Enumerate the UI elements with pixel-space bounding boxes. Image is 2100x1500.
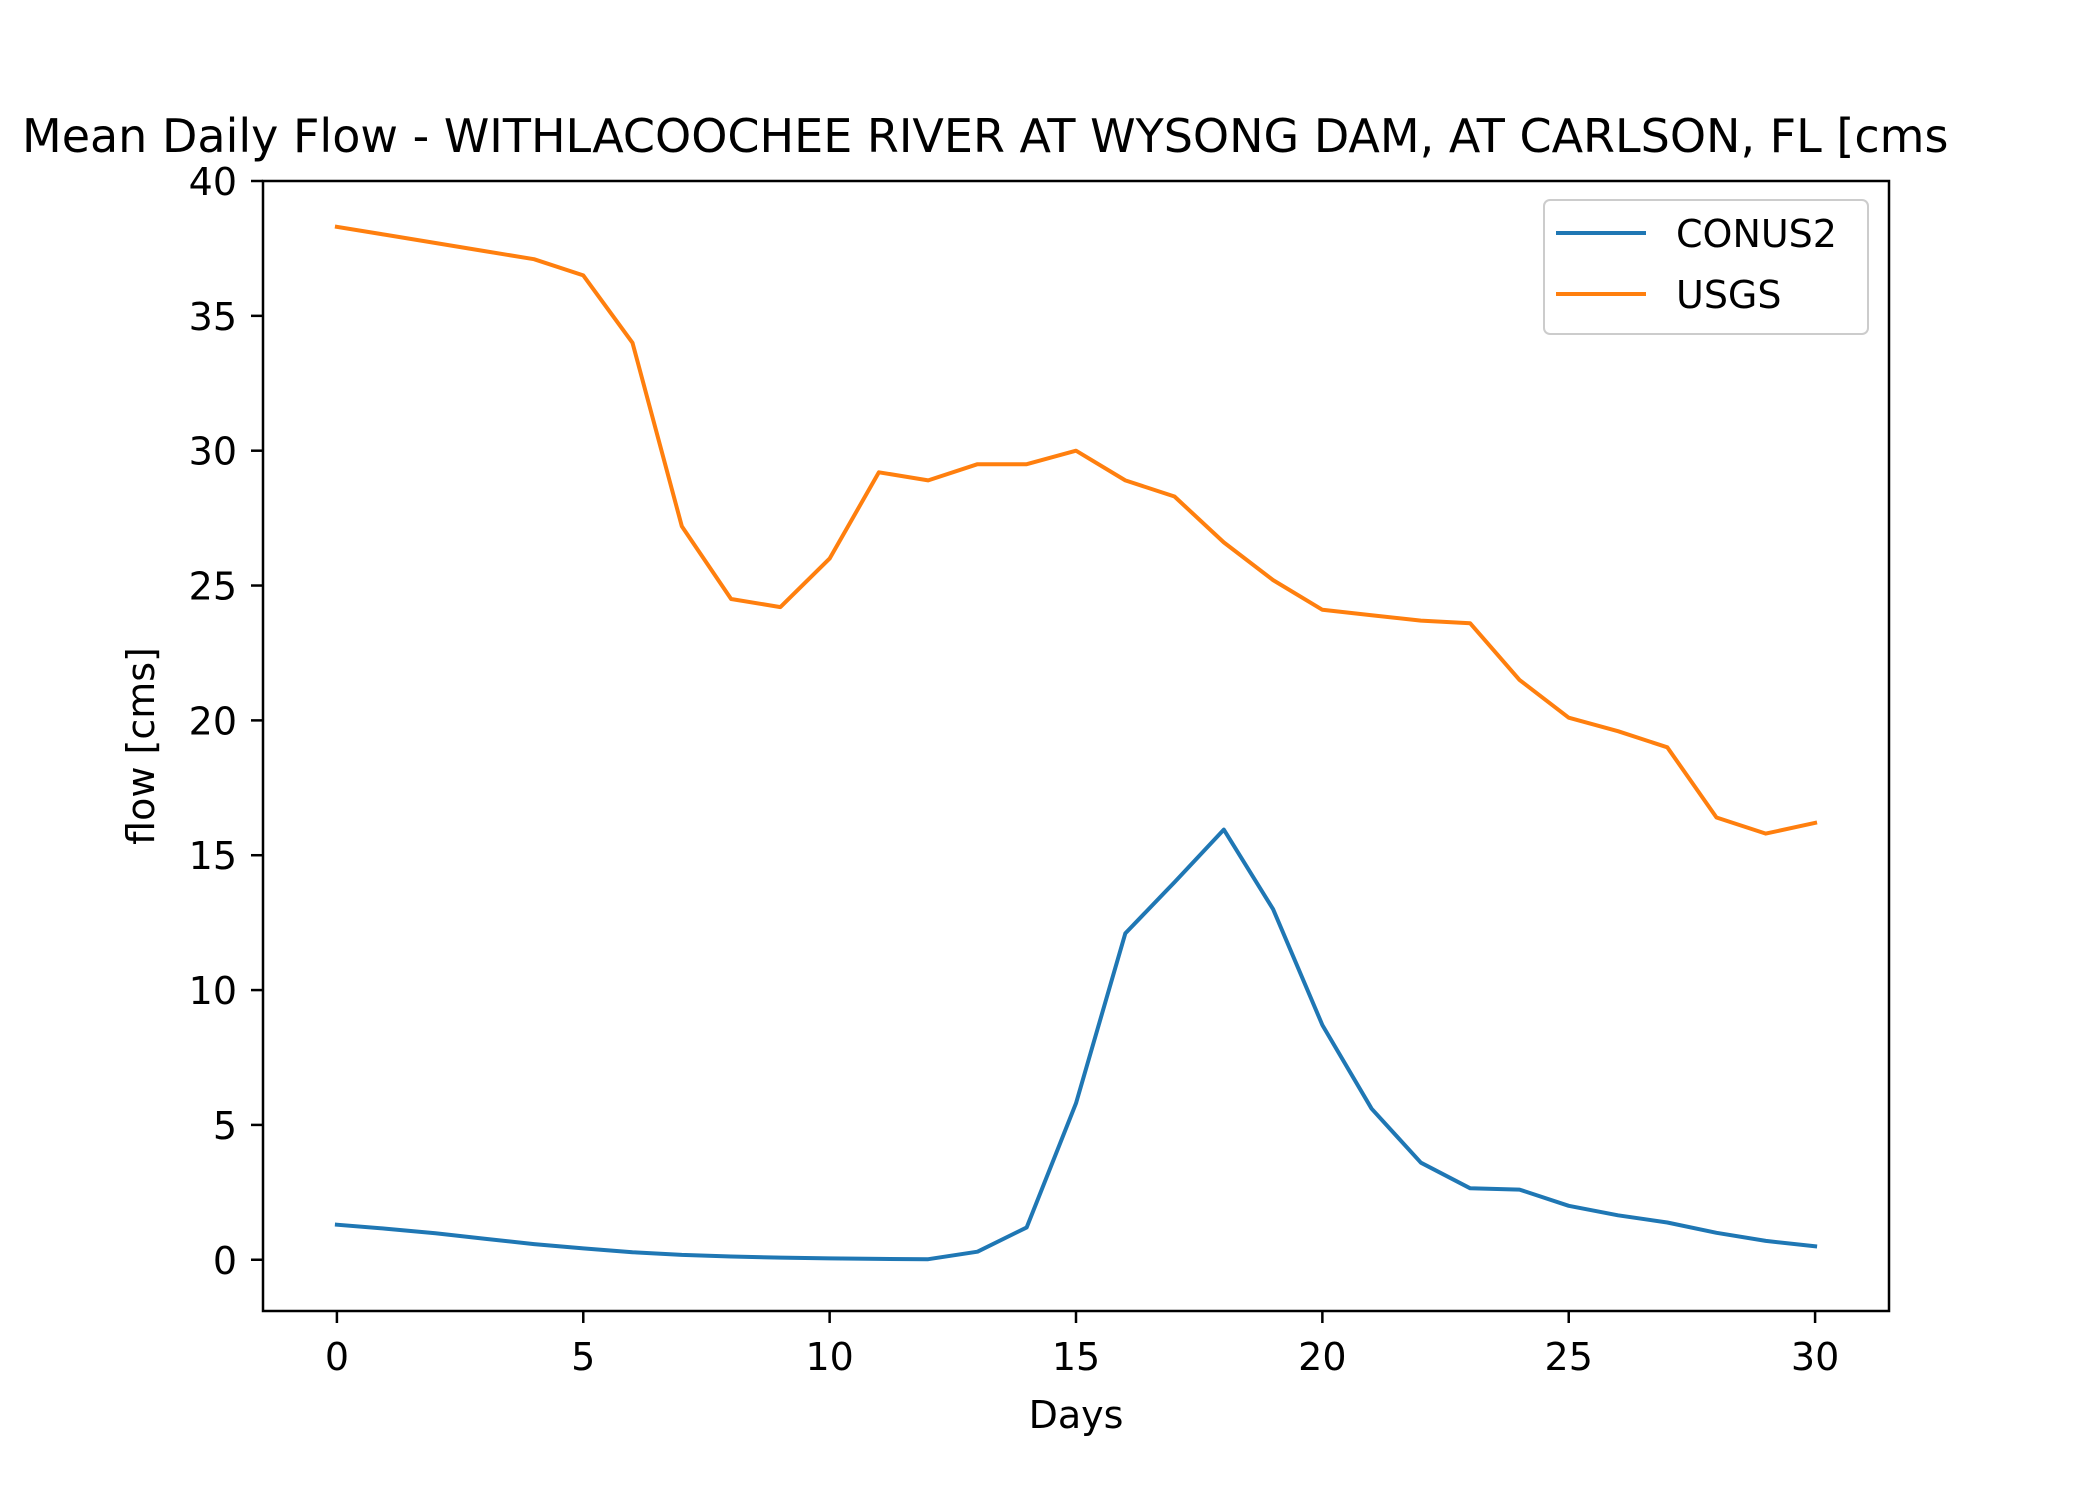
x-tick-label: 10 [805, 1335, 853, 1379]
y-tick-label: 30 [189, 430, 237, 474]
y-tick-label: 15 [189, 834, 237, 878]
series-line-usgs [334, 224, 1818, 836]
y-tick-label: 0 [213, 1239, 237, 1283]
x-tick-label: 30 [1791, 1335, 1839, 1379]
y-tick-label: 5 [213, 1104, 237, 1148]
legend: CONUS2 USGS [1543, 199, 1869, 335]
y-tick-label: 25 [189, 565, 237, 609]
y-axis: 0 5 10 15 20 25 30 35 40 [189, 160, 263, 1283]
y-tick-label: 10 [189, 969, 237, 1013]
x-axis: 0 5 10 15 20 25 30 [325, 1311, 1839, 1379]
x-tick-label: 0 [325, 1335, 349, 1379]
x-axis-label: Days [1029, 1393, 1124, 1437]
x-tick-label: 5 [571, 1335, 595, 1379]
y-tick-label: 35 [189, 295, 237, 339]
plot-frame [261, 179, 1891, 1313]
x-tick-label: 15 [1052, 1335, 1100, 1379]
x-tick-label: 20 [1298, 1335, 1346, 1379]
x-tick-label: 25 [1545, 1335, 1593, 1379]
legend-label-usgs: USGS [1676, 273, 1782, 317]
y-tick-label: 20 [189, 699, 237, 743]
series-line-conus2 [334, 827, 1818, 1262]
y-tick-label: 40 [189, 160, 237, 204]
y-axis-label: flow [cms] [119, 647, 163, 845]
series-layer [334, 224, 1818, 1262]
legend-label-conus2: CONUS2 [1676, 212, 1837, 256]
chart-title: Mean Daily Flow - WITHLACOOCHEE RIVER AT… [22, 109, 1948, 163]
